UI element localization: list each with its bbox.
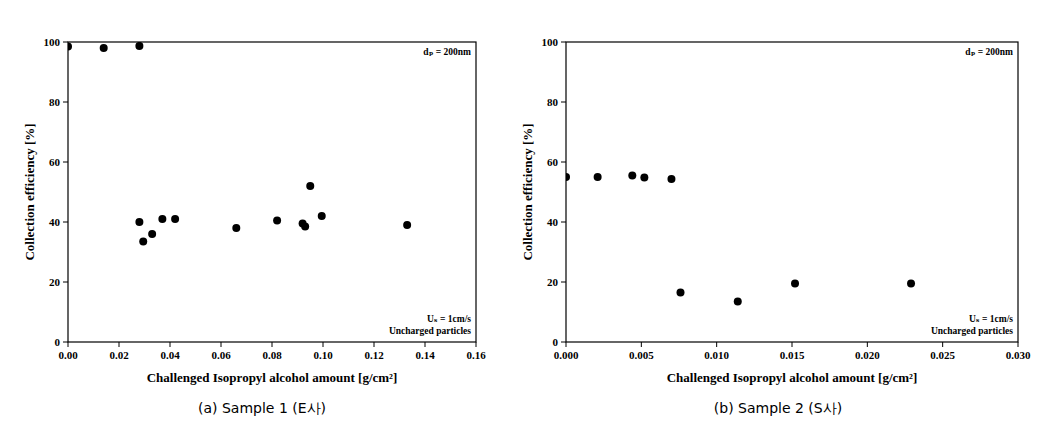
point — [907, 280, 915, 288]
x-tick-label: 0.14 — [415, 349, 435, 361]
x-tick-label: 0.06 — [211, 349, 231, 361]
y-tick-label: 80 — [547, 96, 559, 108]
x-tick — [641, 342, 642, 347]
y-tick-label: 60 — [547, 156, 559, 168]
x-tick — [566, 342, 567, 347]
x-tick-label: 0.030 — [1006, 349, 1031, 361]
x-tick-label: 0.10 — [313, 349, 333, 361]
point — [628, 172, 636, 180]
x-tick-label: 0.02 — [109, 349, 129, 361]
x-tick-label: 0.005 — [629, 349, 654, 361]
x-tick-label: 0.010 — [704, 349, 729, 361]
x-tick-label: 0.000 — [554, 349, 579, 361]
annotation: Uₛ = 1cm/s — [427, 314, 471, 324]
caption: (a) Sample 1 (E사) — [198, 400, 326, 416]
y-tick-label: 40 — [49, 216, 61, 228]
point — [171, 215, 179, 223]
point — [734, 298, 742, 306]
point — [677, 289, 685, 297]
x-tick-label: 0.025 — [930, 349, 955, 361]
x-tick — [942, 342, 943, 347]
point — [100, 44, 108, 52]
y-tick — [63, 222, 68, 223]
x-tick-label: 0.015 — [780, 349, 805, 361]
y-tick-label: 0 — [55, 336, 61, 348]
x-tick — [170, 342, 171, 347]
y-tick — [63, 162, 68, 163]
point — [306, 182, 314, 190]
chart-panel: 0.000 0.005 0.010 0.015 0.020 0.025 0.030 0 20 40… — [520, 36, 1031, 416]
y-tick — [561, 102, 566, 103]
x-tick — [867, 342, 868, 347]
x-tick-label: 0.020 — [855, 349, 880, 361]
y-tick — [561, 42, 566, 43]
annotation: Uₛ = 1cm/s — [969, 314, 1013, 324]
x-tick — [323, 342, 324, 347]
annotation: dₚ = 200nm — [965, 47, 1013, 57]
x-tick — [425, 342, 426, 347]
x-tick-label: 0.16 — [466, 349, 486, 361]
y-tick — [63, 42, 68, 43]
point — [640, 174, 648, 182]
y-axis-label: Collection efficiency [%] — [22, 123, 37, 260]
y-tick-label: 40 — [547, 216, 559, 228]
point — [148, 230, 156, 238]
point — [594, 173, 602, 181]
point — [791, 280, 799, 288]
y-tick-label: 0 — [553, 336, 559, 348]
point — [301, 223, 309, 231]
y-tick-label: 100 — [542, 36, 559, 48]
point — [667, 175, 675, 183]
y-axis-label: Collection efficiency [%] — [520, 123, 535, 260]
point — [139, 238, 147, 246]
y-tick — [561, 222, 566, 223]
y-tick-label: 20 — [547, 276, 559, 288]
x-tick — [1018, 342, 1019, 347]
x-axis-label: Challenged Isopropyl alcohol amount [g/c… — [147, 370, 398, 385]
y-tick — [561, 162, 566, 163]
point — [566, 173, 570, 181]
x-tick-label: 0.04 — [160, 349, 180, 361]
y-tick — [561, 282, 566, 283]
x-tick — [119, 342, 120, 347]
x-tick — [716, 342, 717, 347]
y-tick — [63, 342, 68, 343]
figure: 0.00 0.02 0.04 0.06 0.08 0.10 0.12 0.14 0.16 0 20 4… — [0, 0, 1040, 445]
y-tick-label: 60 — [49, 156, 61, 168]
x-tick — [272, 342, 273, 347]
point — [318, 212, 326, 220]
point — [403, 221, 411, 229]
point — [135, 42, 143, 50]
chart-panel: 0.00 0.02 0.04 0.06 0.08 0.10 0.12 0.14 0.16 0 20 4… — [22, 36, 486, 416]
x-axis-label: Challenged Isopropyl alcohol amount [g/c… — [667, 370, 918, 385]
x-tick — [221, 342, 222, 347]
y-tick — [561, 342, 566, 343]
x-tick-label: 0.12 — [364, 349, 384, 361]
plot-frame — [68, 42, 476, 342]
y-tick-label: 20 — [49, 276, 61, 288]
annotation: Uncharged particles — [931, 326, 1013, 336]
data-points — [68, 42, 411, 246]
x-tick-label: 0.00 — [58, 349, 78, 361]
point — [158, 215, 166, 223]
x-tick — [476, 342, 477, 347]
y-tick — [63, 282, 68, 283]
annotation: dₚ = 200nm — [423, 47, 471, 57]
plot-frame — [566, 42, 1018, 342]
x-tick-label: 0.08 — [262, 349, 282, 361]
point — [232, 224, 240, 232]
data-points — [566, 172, 915, 306]
x-tick — [374, 342, 375, 347]
point — [135, 218, 143, 226]
point — [273, 217, 281, 225]
y-tick — [63, 102, 68, 103]
y-tick-label: 80 — [49, 96, 61, 108]
x-tick — [68, 342, 69, 347]
annotation: Uncharged particles — [389, 326, 471, 336]
x-tick — [792, 342, 793, 347]
caption: (b) Sample 2 (S사) — [714, 400, 842, 416]
point — [68, 43, 72, 51]
y-tick-label: 100 — [44, 36, 61, 48]
